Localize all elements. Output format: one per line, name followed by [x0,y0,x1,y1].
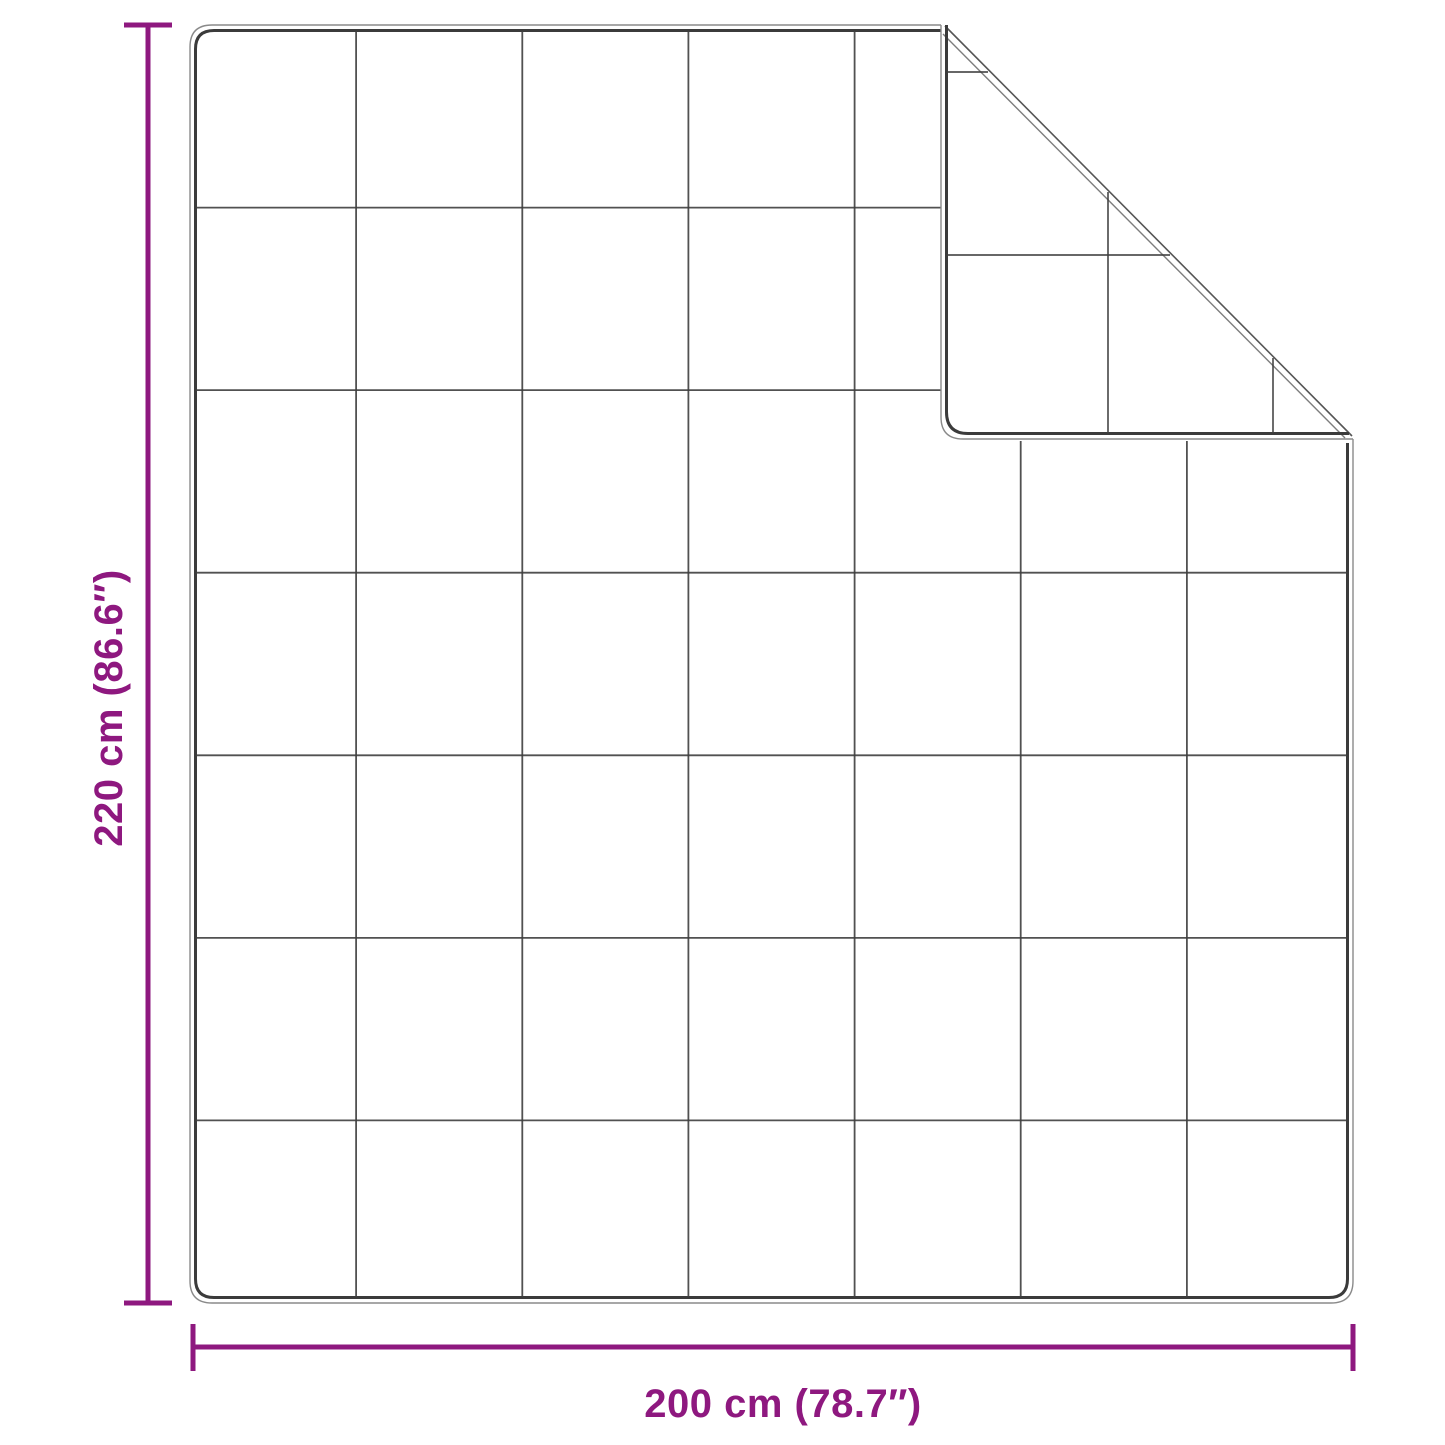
width-dimension-label: 200 cm (78.7″) [644,1382,921,1426]
blanket-body-hem-inner [194,29,1349,1299]
flap-hem-inner [945,25,1349,435]
blanket-body-outline [189,24,1354,1304]
fold-crease-line [944,25,1353,437]
width-dimension: 200 cm (78.7″) [190,1324,1356,1426]
flap-hem-outer [940,25,1353,440]
quilt-grid [196,31,1347,1297]
blanket-body-hem-outer [189,24,1354,1304]
folded-corner-flap [940,25,1353,440]
fold-crease-shadow-line [942,33,1346,439]
height-dimension: 220 cm (86.6″) [87,22,172,1306]
height-dimension-label: 220 cm (86.6″) [87,569,131,846]
